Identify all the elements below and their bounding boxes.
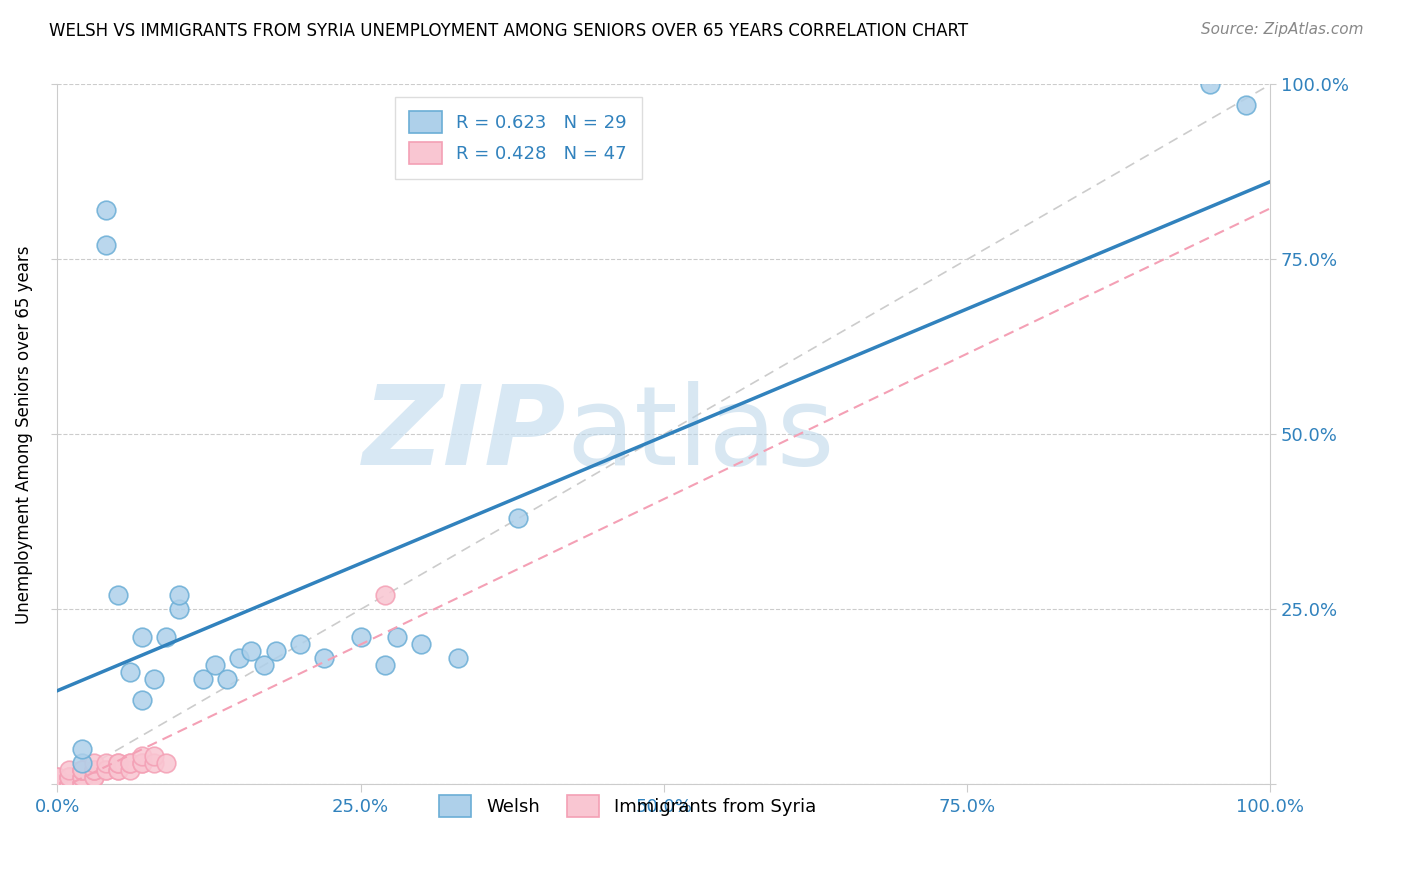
- Point: [155, 631, 177, 645]
- Point: [131, 749, 153, 764]
- Text: Source: ZipAtlas.com: Source: ZipAtlas.com: [1201, 22, 1364, 37]
- Point: [58, 771, 80, 785]
- Point: [120, 756, 142, 771]
- Point: [70, 764, 93, 778]
- Point: [46, 771, 69, 785]
- Point: [107, 756, 129, 771]
- Point: [385, 631, 408, 645]
- Point: [120, 764, 142, 778]
- Point: [264, 644, 287, 658]
- Point: [70, 764, 93, 778]
- Point: [131, 756, 153, 771]
- Point: [94, 764, 117, 778]
- Point: [240, 644, 263, 658]
- Point: [314, 651, 336, 665]
- Point: [107, 764, 129, 778]
- Point: [83, 771, 105, 785]
- Point: [411, 637, 433, 651]
- Point: [143, 673, 166, 687]
- Point: [204, 658, 226, 673]
- Point: [131, 631, 153, 645]
- Point: [46, 777, 69, 791]
- Point: [70, 742, 93, 756]
- Point: [70, 777, 93, 791]
- Point: [252, 658, 274, 673]
- Point: [83, 764, 105, 778]
- Point: [1198, 78, 1220, 92]
- Point: [217, 673, 239, 687]
- Point: [167, 589, 190, 603]
- Point: [288, 637, 311, 651]
- Point: [374, 589, 396, 603]
- Point: [70, 777, 93, 791]
- Legend: Welsh, Immigrants from Syria: Welsh, Immigrants from Syria: [432, 788, 823, 824]
- Point: [131, 756, 153, 771]
- Point: [83, 764, 105, 778]
- Point: [46, 777, 69, 791]
- Point: [46, 777, 69, 791]
- Text: ZIP: ZIP: [363, 381, 567, 488]
- Point: [107, 764, 129, 778]
- Point: [94, 764, 117, 778]
- Point: [58, 771, 80, 785]
- Point: [46, 777, 69, 791]
- Point: [58, 777, 80, 791]
- Text: WELSH VS IMMIGRANTS FROM SYRIA UNEMPLOYMENT AMONG SENIORS OVER 65 YEARS CORRELAT: WELSH VS IMMIGRANTS FROM SYRIA UNEMPLOYM…: [49, 22, 969, 40]
- Point: [83, 756, 105, 771]
- Point: [70, 764, 93, 778]
- Point: [46, 771, 69, 785]
- Point: [70, 756, 93, 771]
- Point: [83, 771, 105, 785]
- Point: [58, 777, 80, 791]
- Point: [131, 693, 153, 707]
- Point: [70, 771, 93, 785]
- Point: [58, 777, 80, 791]
- Point: [120, 665, 142, 680]
- Point: [46, 777, 69, 791]
- Point: [46, 777, 69, 791]
- Point: [58, 771, 80, 785]
- Point: [94, 203, 117, 218]
- Point: [143, 749, 166, 764]
- Y-axis label: Unemployment Among Seniors over 65 years: Unemployment Among Seniors over 65 years: [15, 245, 32, 624]
- Point: [94, 238, 117, 252]
- Point: [120, 756, 142, 771]
- Point: [143, 756, 166, 771]
- Point: [167, 602, 190, 616]
- Point: [46, 777, 69, 791]
- Point: [446, 651, 468, 665]
- Point: [107, 756, 129, 771]
- Point: [94, 756, 117, 771]
- Text: atlas: atlas: [567, 381, 835, 488]
- Point: [70, 771, 93, 785]
- Point: [228, 651, 250, 665]
- Point: [58, 764, 80, 778]
- Point: [107, 589, 129, 603]
- Point: [46, 777, 69, 791]
- Point: [508, 511, 530, 525]
- Point: [374, 658, 396, 673]
- Point: [349, 631, 371, 645]
- Point: [1234, 98, 1257, 112]
- Point: [83, 764, 105, 778]
- Point: [191, 673, 214, 687]
- Point: [155, 756, 177, 771]
